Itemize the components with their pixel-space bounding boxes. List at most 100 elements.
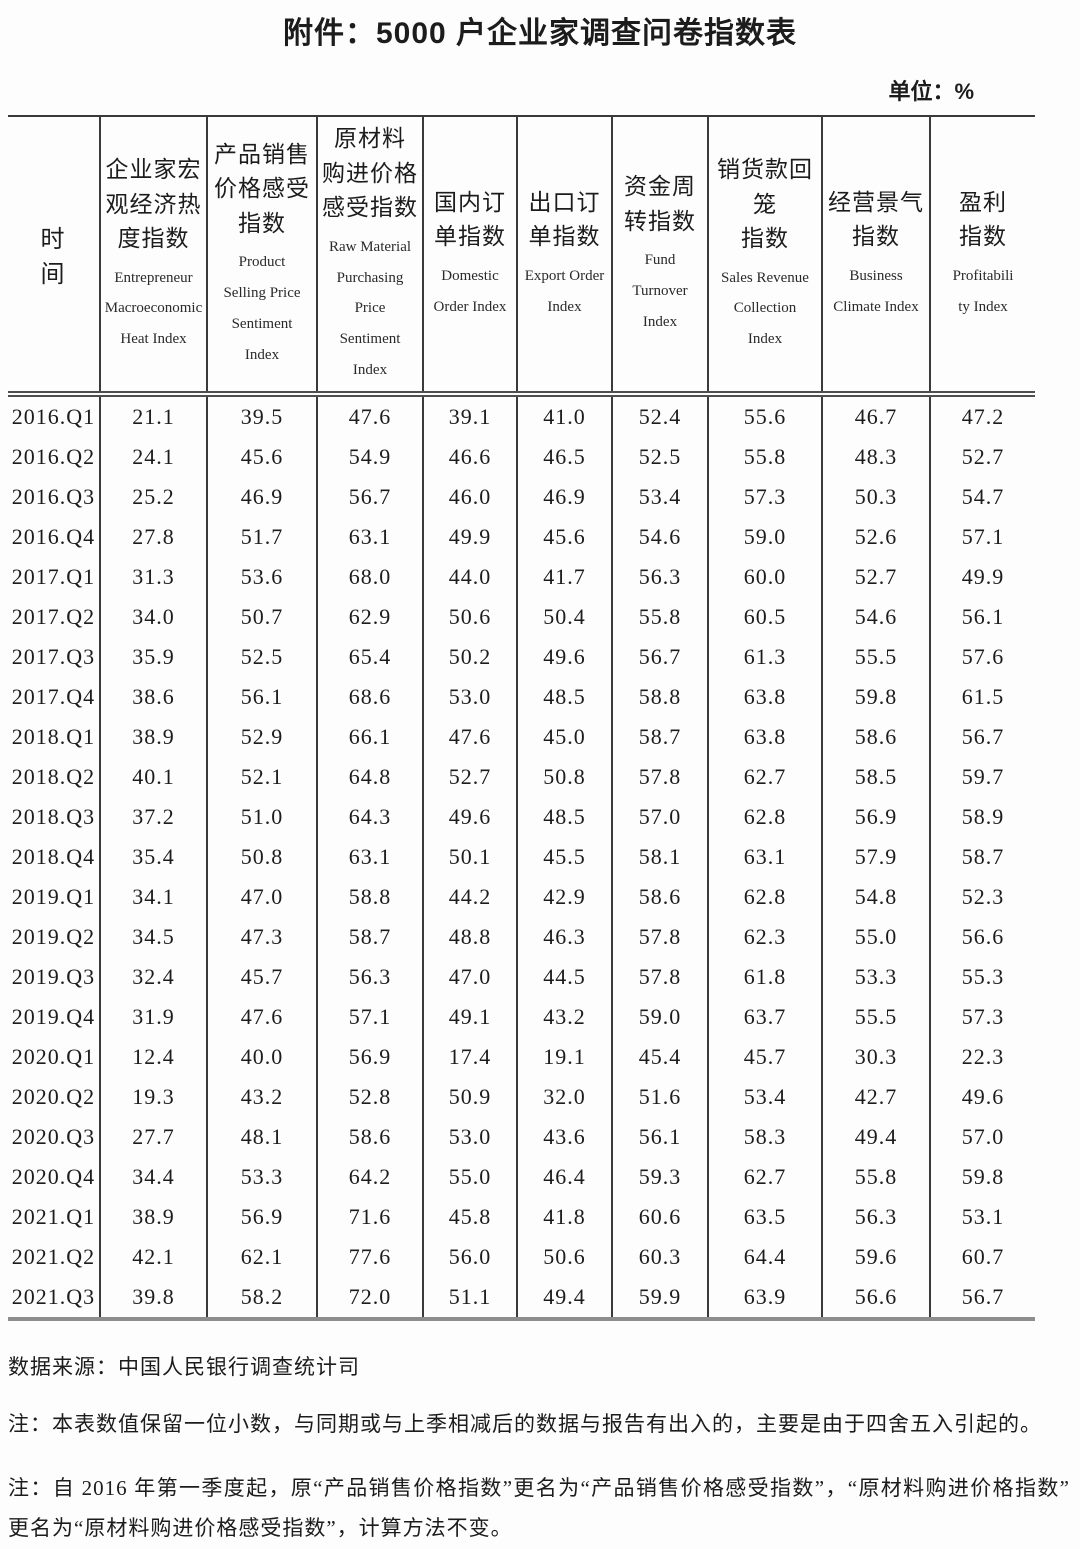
document-page: 附件：5000 户企业家调查问卷指数表 单位：% 时 间企业家宏 观经济热 度指… bbox=[8, 17, 1069, 1540]
column-header-en: Domestic Order Index bbox=[433, 267, 507, 315]
cell-value: 47.2 bbox=[929, 394, 1035, 437]
cell-value: 34.5 bbox=[99, 917, 207, 957]
cell-value: 59.6 bbox=[821, 1237, 930, 1277]
cell-value: 58.7 bbox=[611, 717, 708, 757]
cell-value: 38.9 bbox=[99, 717, 207, 757]
cell-value: 55.3 bbox=[929, 957, 1035, 997]
cell-value: 38.9 bbox=[99, 1197, 207, 1237]
cell-value: 58.2 bbox=[206, 1277, 317, 1319]
cell-value: 45.0 bbox=[516, 717, 612, 757]
cell-value: 48.8 bbox=[422, 917, 517, 957]
table-row: 2021.Q2 42.1 62.1 77.6 56.0 50.6 60.3 64.4 59.6 6… bbox=[8, 1237, 1035, 1277]
table-row: 2021.Q3 39.8 58.2 72.0 51.1 49.4 59.9 63.9 56.6 5… bbox=[8, 1277, 1035, 1319]
table-row: 2016.Q4 27.8 51.7 63.1 49.9 45.6 54.6 59.0 52.6 5… bbox=[8, 517, 1035, 557]
cell-value: 22.3 bbox=[929, 1037, 1035, 1077]
cell-value: 61.5 bbox=[929, 677, 1035, 717]
row-time: 2016.Q3 bbox=[11, 484, 96, 509]
cell-value: 48.1 bbox=[206, 1117, 317, 1157]
row-time: 2018.Q1 bbox=[11, 724, 96, 749]
cell-value: 57.8 bbox=[611, 917, 708, 957]
cell-value: 63.5 bbox=[707, 1197, 822, 1237]
cell-value: 56.6 bbox=[929, 917, 1035, 957]
cell-value: 52.3 bbox=[929, 877, 1035, 917]
cell-value: 57.0 bbox=[611, 797, 708, 837]
cell-value: 43.2 bbox=[516, 997, 612, 1037]
table-row: 2018.Q2 40.1 52.1 64.8 52.7 50.8 57.8 62.7 58.5 5… bbox=[8, 757, 1035, 797]
column-header-1: 产品销售 价格感受 指数 Product Selling Price Sentim… bbox=[206, 116, 317, 397]
column-header-4: 出口订 单指数 Export Order Index bbox=[516, 116, 612, 397]
cell-value: 53.6 bbox=[206, 557, 317, 597]
column-header-en: Export Order Index bbox=[524, 267, 605, 315]
cell-value: 12.4 bbox=[99, 1037, 207, 1077]
cell-value: 58.7 bbox=[929, 837, 1035, 877]
cell-value: 56.6 bbox=[821, 1277, 930, 1319]
column-header-en: Product Selling Price Sentiment Index bbox=[223, 254, 301, 363]
data-source-line: 数据来源：中国人民银行调查统计司 bbox=[8, 1355, 360, 1379]
row-time: 2021.Q1 bbox=[11, 1204, 96, 1229]
row-time: 2018.Q3 bbox=[11, 804, 96, 829]
cell-value: 60.6 bbox=[611, 1197, 708, 1237]
cell-value: 68.0 bbox=[316, 557, 423, 597]
cell-value: 56.7 bbox=[929, 717, 1035, 757]
column-header-6: 销货款回 笼 指数 Sales Revenue Collection Index bbox=[707, 116, 822, 397]
cell-value: 48.3 bbox=[821, 437, 930, 477]
cell-value: 52.4 bbox=[611, 394, 708, 437]
row-time: 2016.Q2 bbox=[11, 444, 96, 469]
header-row: 时 间企业家宏 观经济热 度指数 Entrepreneur Macroeconom… bbox=[8, 116, 1035, 397]
cell-value: 39.1 bbox=[422, 394, 517, 437]
table-row: 2019.Q1 34.1 47.0 58.8 44.2 42.9 58.6 62.8 54.8 5… bbox=[8, 877, 1035, 917]
column-header-en: Profitabili ty Index bbox=[952, 267, 1014, 315]
cell-value: 31.9 bbox=[99, 997, 207, 1037]
cell-value: 32.0 bbox=[516, 1077, 612, 1117]
column-header-zh: 企业家宏 观经济热 度指数 bbox=[105, 157, 202, 252]
cell-value: 54.9 bbox=[316, 437, 423, 477]
cell-value: 63.7 bbox=[707, 997, 822, 1037]
cell-value: 59.9 bbox=[611, 1277, 708, 1319]
cell-value: 45.7 bbox=[206, 957, 317, 997]
cell-value: 47.6 bbox=[422, 717, 517, 757]
table-row: 2017.Q3 35.9 52.5 65.4 50.2 49.6 56.7 61.3 55.5 5… bbox=[8, 637, 1035, 677]
cell-value: 52.8 bbox=[316, 1077, 423, 1117]
cell-value: 50.7 bbox=[206, 597, 317, 637]
cell-value: 49.6 bbox=[516, 637, 612, 677]
cell-value: 56.3 bbox=[611, 557, 708, 597]
cell-value: 58.7 bbox=[316, 917, 423, 957]
cell-value: 61.8 bbox=[707, 957, 822, 997]
unit-label: 单位：% bbox=[888, 79, 974, 104]
cell-value: 64.2 bbox=[316, 1157, 423, 1197]
column-header-zh: 原材料 购进价格 感受指数 bbox=[322, 126, 418, 221]
footer-notes: 数据来源：中国人民银行调查统计司 注：本表数值保留一位小数，与同期或与上季相减后… bbox=[8, 1351, 1070, 1549]
cell-value: 72.0 bbox=[316, 1277, 423, 1319]
table-row: 2018.Q4 35.4 50.8 63.1 50.1 45.5 58.1 63.1 57.9 5… bbox=[8, 837, 1035, 877]
row-time: 2017.Q4 bbox=[11, 684, 96, 709]
cell-value: 32.4 bbox=[99, 957, 207, 997]
column-header-en: Business Climate Index bbox=[833, 267, 919, 315]
row-time: 2019.Q1 bbox=[11, 884, 96, 909]
row-time: 2019.Q4 bbox=[11, 1004, 96, 1029]
table-row: 2021.Q1 38.9 56.9 71.6 45.8 41.8 60.6 63.5 56.3 5… bbox=[8, 1197, 1035, 1237]
cell-value: 50.4 bbox=[516, 597, 612, 637]
cell-value: 50.1 bbox=[422, 837, 517, 877]
row-time: 2017.Q2 bbox=[11, 604, 96, 629]
cell-value: 55.5 bbox=[821, 997, 930, 1037]
cell-value: 40.1 bbox=[99, 757, 207, 797]
cell-value: 62.3 bbox=[707, 917, 822, 957]
table-row: 2018.Q1 38.9 52.9 66.1 47.6 45.0 58.7 63.8 58.6 5… bbox=[8, 717, 1035, 757]
cell-value: 41.8 bbox=[516, 1197, 612, 1237]
cell-value: 60.3 bbox=[611, 1237, 708, 1277]
cell-value: 49.4 bbox=[516, 1277, 612, 1319]
table-row: 2019.Q4 31.9 47.6 57.1 49.1 43.2 59.0 63.7 55.5 5… bbox=[8, 997, 1035, 1037]
row-time: 2018.Q2 bbox=[11, 764, 96, 789]
cell-value: 57.0 bbox=[929, 1117, 1035, 1157]
cell-value: 56.0 bbox=[422, 1237, 517, 1277]
cell-value: 47.3 bbox=[206, 917, 317, 957]
row-time: 2021.Q2 bbox=[11, 1244, 96, 1269]
cell-value: 31.3 bbox=[99, 557, 207, 597]
cell-value: 58.3 bbox=[707, 1117, 822, 1157]
cell-value: 49.9 bbox=[929, 557, 1035, 597]
cell-value: 65.4 bbox=[316, 637, 423, 677]
cell-value: 63.1 bbox=[316, 517, 423, 557]
cell-value: 49.6 bbox=[929, 1077, 1035, 1117]
cell-value: 37.2 bbox=[99, 797, 207, 837]
cell-value: 54.7 bbox=[929, 477, 1035, 517]
